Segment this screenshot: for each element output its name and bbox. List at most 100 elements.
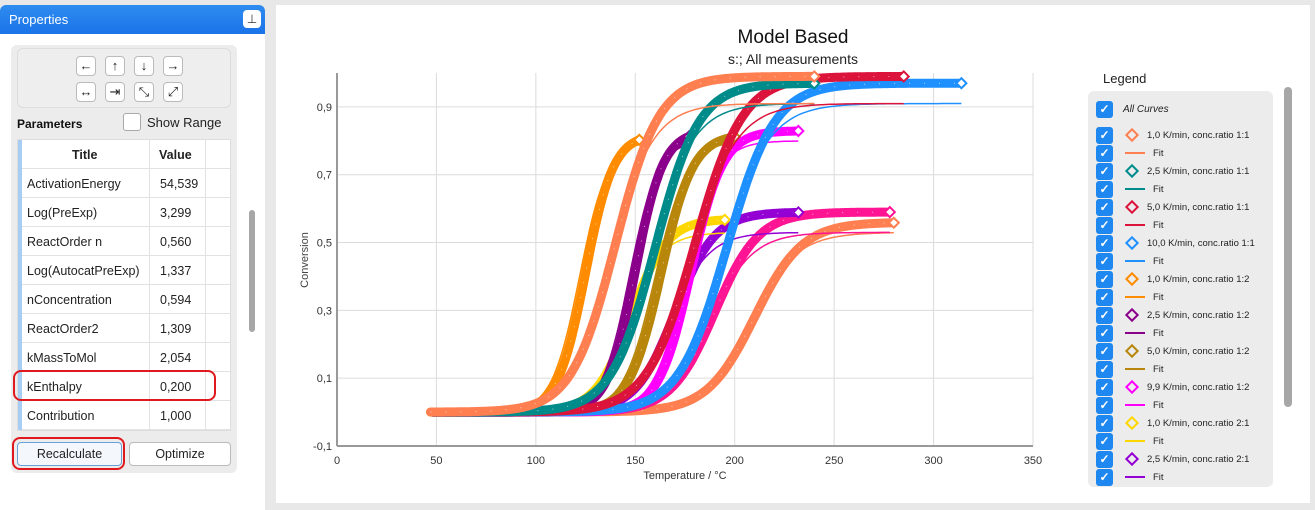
x-tick-label: 350 [1024, 455, 1042, 467]
check-icon[interactable]: ✓ [1096, 100, 1113, 118]
table-row[interactable]: Contribution 1,000 [22, 401, 230, 430]
param-value: 3,299 [160, 206, 192, 220]
series-label: 9,9 K/min, conc.ratio 1:2 [1147, 381, 1250, 393]
arrow-down-icon[interactable]: ↓ [134, 56, 154, 76]
fit-label: Fit [1153, 219, 1164, 231]
param-title: ReactOrder n [27, 235, 103, 249]
table-row[interactable]: kMassToMol 2,054 [22, 343, 230, 372]
diamond-marker-icon [1124, 379, 1140, 395]
legend-item-fit[interactable]: ✓ Fit [1096, 216, 1164, 234]
check-icon[interactable]: ✓ [1096, 234, 1113, 252]
check-icon[interactable]: ✓ [1096, 216, 1113, 234]
legend-item-series[interactable]: ✓ 1,0 K/min, conc.ratio 2:1 [1096, 414, 1249, 432]
fit-label: Fit [1153, 363, 1164, 375]
chart-subtitle: s:; All measurements [728, 51, 858, 67]
legend-item-series[interactable]: ✓ 2,5 K/min, conc.ratio 1:2 [1096, 306, 1249, 324]
legend-item-fit[interactable]: ✓ Fit [1096, 180, 1164, 198]
table-row[interactable]: ActivationEnergy 54,539 [22, 169, 230, 198]
column-header-value: Value [159, 148, 192, 162]
legend-item-fit[interactable]: ✓ Fit [1096, 468, 1164, 486]
legend-item-series[interactable]: ✓ 9,9 K/min, conc.ratio 1:2 [1096, 378, 1249, 396]
check-icon[interactable]: ✓ [1096, 288, 1113, 306]
check-icon[interactable]: ✓ [1096, 270, 1113, 288]
check-icon[interactable]: ✓ [1096, 252, 1113, 270]
all-curves-label: All Curves [1123, 103, 1169, 115]
series-label: 5,0 K/min, conc.ratio 1:2 [1147, 345, 1250, 357]
check-icon[interactable]: ✓ [1096, 306, 1113, 324]
legend-item-series[interactable]: ✓ 1,0 K/min, conc.ratio 1:1 [1096, 126, 1249, 144]
legend-scrollbar[interactable] [1284, 87, 1292, 407]
diamond-marker-icon [1124, 451, 1140, 467]
compress-horizontal-icon[interactable]: ⇥ [105, 82, 125, 102]
diamond-marker-icon [1124, 415, 1140, 431]
legend-item-series[interactable]: ✓ 2,5 K/min, conc.ratio 2:1 [1096, 450, 1249, 468]
line-marker-icon [1125, 440, 1145, 442]
legend-item-fit[interactable]: ✓ Fit [1096, 252, 1164, 270]
legend-item-series[interactable]: ✓ 10,0 K/min, conc.ratio 1:1 [1096, 234, 1255, 252]
legend-item-fit[interactable]: ✓ Fit [1096, 396, 1164, 414]
chart-title: Model Based [737, 27, 849, 48]
table-row[interactable]: kEnthalpy 0,200 [22, 372, 230, 401]
curve-down-icon[interactable]: ⤡ [134, 82, 154, 102]
check-icon[interactable]: ✓ [1096, 450, 1113, 468]
curve-up-icon[interactable]: ⤢ [163, 82, 183, 102]
measurement-end-marker [791, 124, 805, 138]
check-icon[interactable]: ✓ [1096, 414, 1113, 432]
param-title: kEnthalpy [27, 380, 82, 394]
check-icon[interactable]: ✓ [1096, 360, 1113, 378]
fit-label: Fit [1153, 471, 1164, 483]
fit-label: Fit [1153, 435, 1164, 447]
series-label: 2,5 K/min, conc.ratio 2:1 [1147, 453, 1250, 465]
pin-icon[interactable]: ⊥ [243, 10, 261, 28]
properties-scrollbar[interactable] [249, 210, 255, 332]
check-icon[interactable]: ✓ [1096, 144, 1113, 162]
fit-label: Fit [1153, 147, 1164, 159]
fit-label: Fit [1153, 399, 1164, 411]
table-row[interactable]: nConcentration 0,594 [22, 285, 230, 314]
check-icon[interactable]: ✓ [1096, 198, 1113, 216]
table-row[interactable]: Log(PreExp) 3,299 [22, 198, 230, 227]
table-row[interactable]: ReactOrder2 1,309 [22, 314, 230, 343]
y-tick-label: 0,7 [317, 170, 332, 182]
series-label: 1,0 K/min, conc.ratio 1:2 [1147, 273, 1250, 285]
check-icon[interactable]: ✓ [1096, 396, 1113, 414]
check-icon[interactable]: ✓ [1096, 180, 1113, 198]
legend-item-fit[interactable]: ✓ Fit [1096, 288, 1164, 306]
measurement-end-marker [897, 70, 911, 83]
properties-title: Properties [9, 12, 69, 27]
legend-all-curves[interactable]: ✓ All Curves [1096, 100, 1169, 118]
show-range-checkbox[interactable]: Show Range [123, 113, 221, 131]
recalculate-button[interactable]: Recalculate [17, 442, 122, 466]
legend-item-series[interactable]: ✓ 5,0 K/min, conc.ratio 1:1 [1096, 198, 1249, 216]
check-icon[interactable]: ✓ [1096, 162, 1113, 180]
param-title: Contribution [27, 409, 95, 423]
measurement-end-marker [791, 206, 805, 219]
arrow-right-icon[interactable]: → [163, 56, 183, 76]
table-row[interactable]: ReactOrder n 0,560 [22, 227, 230, 256]
line-marker-icon [1125, 296, 1145, 298]
checkbox-box[interactable] [123, 113, 141, 131]
check-icon[interactable]: ✓ [1096, 126, 1113, 144]
line-marker-icon [1125, 224, 1145, 226]
chart-grid [337, 73, 1034, 446]
optimize-button[interactable]: Optimize [129, 442, 231, 466]
legend-item-series[interactable]: ✓ 5,0 K/min, conc.ratio 1:2 [1096, 342, 1249, 360]
check-icon[interactable]: ✓ [1096, 342, 1113, 360]
legend-item-fit[interactable]: ✓ Fit [1096, 360, 1164, 378]
legend-item-fit[interactable]: ✓ Fit [1096, 144, 1164, 162]
properties-header: Properties ⊥ [0, 5, 265, 34]
check-icon[interactable]: ✓ [1096, 432, 1113, 450]
check-icon[interactable]: ✓ [1096, 324, 1113, 342]
series-label: 10,0 K/min, conc.ratio 1:1 [1147, 237, 1255, 249]
expand-horizontal-icon[interactable]: ↔ [76, 82, 96, 102]
legend-item-series[interactable]: ✓ 2,5 K/min, conc.ratio 1:1 [1096, 162, 1249, 180]
legend-item-series[interactable]: ✓ 1,0 K/min, conc.ratio 1:2 [1096, 270, 1249, 288]
check-icon[interactable]: ✓ [1096, 378, 1113, 396]
legend-item-fit[interactable]: ✓ Fit [1096, 432, 1164, 450]
arrow-up-icon[interactable]: ↑ [105, 56, 125, 76]
table-row[interactable]: Log(AutocatPreExp) 1,337 [22, 256, 230, 285]
diamond-marker-icon [1124, 163, 1140, 179]
legend-item-fit[interactable]: ✓ Fit [1096, 324, 1164, 342]
arrow-left-icon[interactable]: ← [76, 56, 96, 76]
check-icon[interactable]: ✓ [1096, 468, 1113, 486]
